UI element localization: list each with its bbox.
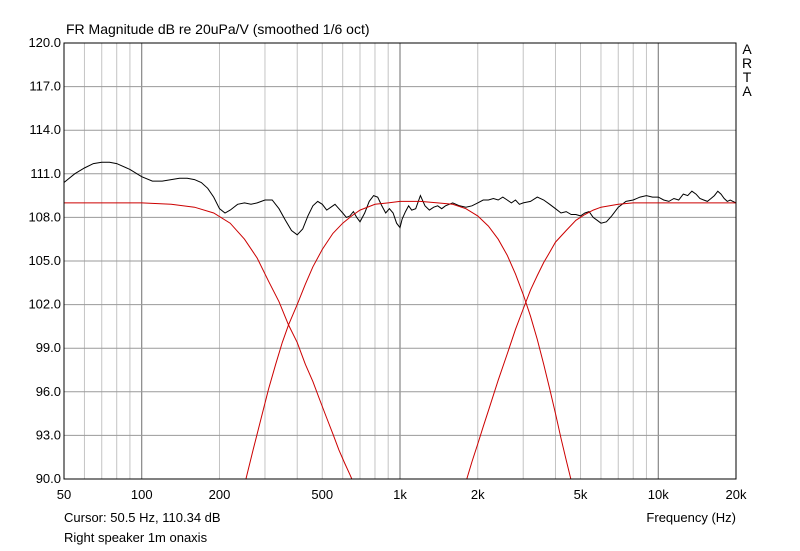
arta-letter: A xyxy=(742,41,752,57)
y-tick-label: 111.0 xyxy=(30,166,61,181)
grid-lines xyxy=(64,43,736,479)
arta-letter: A xyxy=(742,83,752,99)
y-tick-labels: 90.0 93.0 96.0 99.0 102.0 105.0 108.0 111.0 114.… xyxy=(28,35,61,486)
y-tick-label: 120.0 xyxy=(28,35,61,50)
filter-curve-line xyxy=(466,202,736,479)
x-tick-label: 20k xyxy=(726,487,747,502)
y-tick-label: 96.0 xyxy=(36,384,61,399)
arta-side-label: A R T A xyxy=(741,42,753,98)
x-axis-label: Frequency (Hz) xyxy=(646,510,736,525)
x-tick-label: 1k xyxy=(393,487,407,502)
y-tick-label: 108.0 xyxy=(28,209,61,224)
y-tick-label: 117.0 xyxy=(29,79,61,94)
y-tick-label: 114.0 xyxy=(29,122,61,137)
x-tick-label: 50 xyxy=(57,487,71,502)
x-tick-labels: 50 100 200 500 1k 2k 5k 10k 20k xyxy=(57,487,747,502)
filter-curve-line xyxy=(64,202,353,479)
chart-title: FR Magnitude dB re 20uPa/V (smoothed 1/6… xyxy=(66,21,370,37)
x-tick-label: 10k xyxy=(648,487,669,502)
y-tick-label: 99.0 xyxy=(36,340,61,355)
series-group xyxy=(64,161,736,479)
x-tick-label: 200 xyxy=(209,487,231,502)
cursor-readout: Cursor: 50.5 Hz, 110.34 dB xyxy=(64,510,221,525)
y-tick-label: 105.0 xyxy=(28,253,61,268)
arta-letter: R xyxy=(741,55,753,71)
filter-curve-line xyxy=(245,200,572,479)
y-tick-label: 93.0 xyxy=(36,427,61,442)
x-tick-label: 100 xyxy=(131,487,153,502)
x-tick-label: 5k xyxy=(574,487,588,502)
arta-letter: T xyxy=(742,69,752,85)
y-tick-label: 102.0 xyxy=(28,297,61,312)
x-tick-label: 2k xyxy=(471,487,485,502)
measured-response-line xyxy=(64,161,736,236)
plot-frame xyxy=(63,42,737,480)
y-tick-label: 90.0 xyxy=(36,471,61,486)
measurement-note: Right speaker 1m onaxis xyxy=(64,530,208,545)
x-tick-label: 500 xyxy=(311,487,333,502)
